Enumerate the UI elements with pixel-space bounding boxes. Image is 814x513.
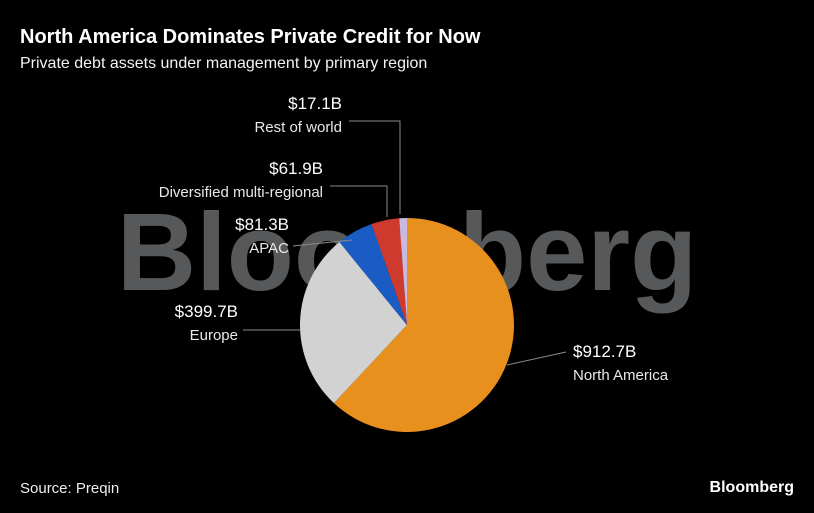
label-europe: Europe xyxy=(189,327,238,345)
label-rest-of-world: Rest of world xyxy=(254,119,342,137)
pie-slice-rest-of-world xyxy=(399,217,407,325)
pie-group xyxy=(299,217,514,432)
label-apac: APAC xyxy=(249,240,289,258)
source-credit: Source: Preqin xyxy=(20,480,120,497)
leader-diversified-multi-regional xyxy=(330,185,388,217)
page-subtitle: Private debt assets under management by … xyxy=(20,55,428,72)
callout-north-america: $912.7B North America xyxy=(573,342,668,385)
leader-north-america xyxy=(506,351,567,366)
value-apac: $81.3B xyxy=(235,215,289,234)
leader-apac xyxy=(292,239,353,247)
value-diversified-multi-regional: $61.9B xyxy=(269,159,323,178)
callout-europe: $399.7B Europe xyxy=(175,302,238,345)
pie-slice-north-america xyxy=(333,218,514,432)
label-diversified-multi-regional: Diversified multi-regional xyxy=(158,184,323,202)
callout-apac: $81.3B APAC xyxy=(235,215,289,258)
callout-diversified-multi-regional: $61.9B Diversified multi-regional xyxy=(159,159,323,202)
pie-slice-europe xyxy=(299,242,407,404)
leader-rest-of-world xyxy=(349,120,401,214)
label-north-america: North America xyxy=(573,367,669,385)
page-title: North America Dominates Private Credit f… xyxy=(20,26,481,48)
callout-rest-of-world: $17.1B Rest of world xyxy=(254,94,342,137)
pie-slice-apac xyxy=(339,224,407,325)
pie-slice-diversified-multi-regional xyxy=(371,218,407,325)
bloomberg-logo: Bloomberg xyxy=(709,479,794,496)
value-rest-of-world: $17.1B xyxy=(288,94,342,113)
value-north-america: $912.7B xyxy=(573,342,637,361)
value-europe: $399.7B xyxy=(174,302,238,321)
